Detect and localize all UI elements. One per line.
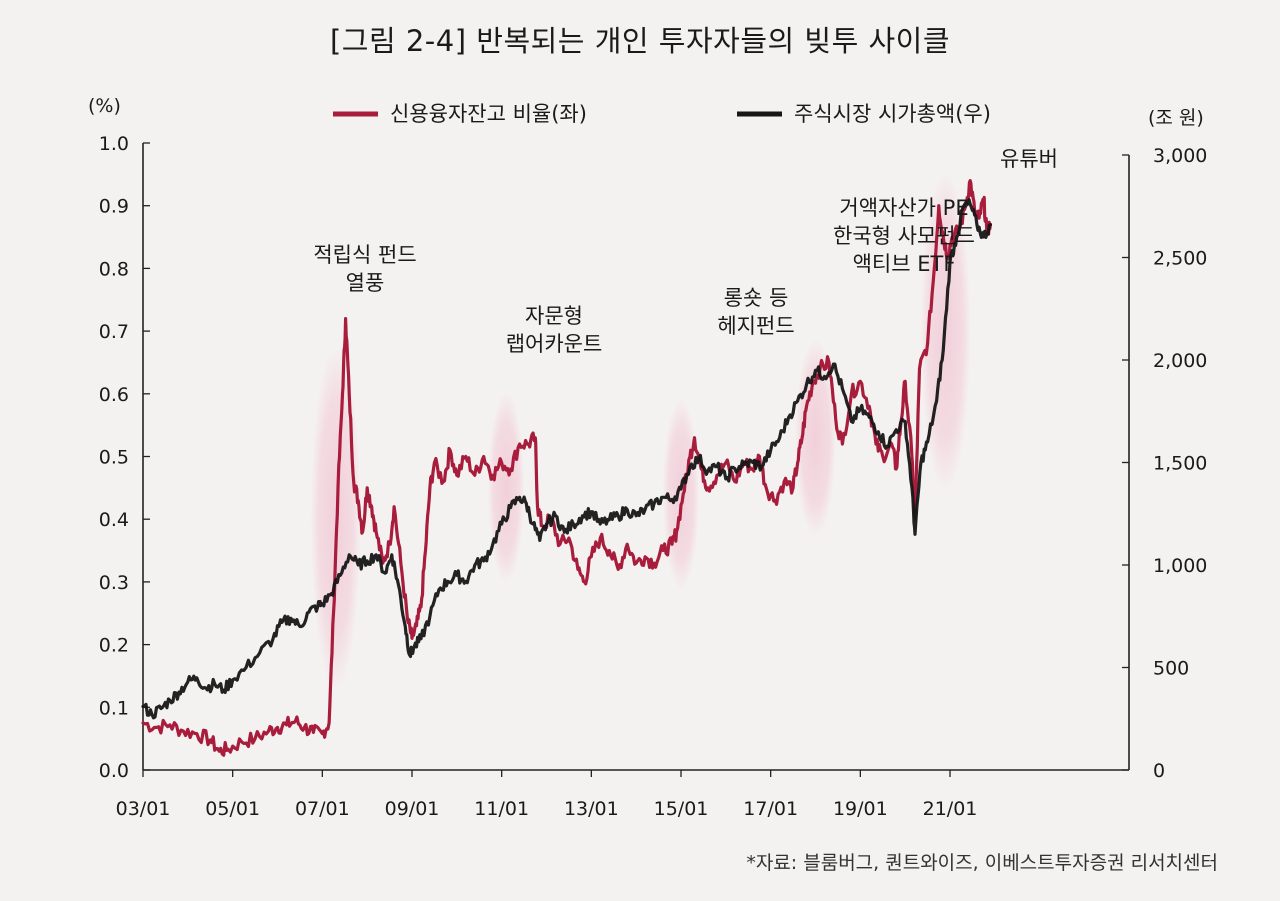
source-note: *자료: 블룸버그, 퀀트와이즈, 이베스트투자증권 리서치센터 bbox=[746, 852, 1218, 874]
x-tick-label: 11/01 bbox=[474, 798, 529, 820]
highlight-ellipse-1 bbox=[488, 393, 525, 582]
right-tick-label: 2,000 bbox=[1153, 350, 1207, 372]
figure-title: [그림 2-4] 반복되는 개인 투자자들의 빚투 사이클 bbox=[329, 24, 951, 58]
annotation-label-4: 유튜버 bbox=[1000, 147, 1058, 171]
left-tick-label: 0.0 bbox=[99, 760, 129, 782]
left-tick-label: 0.9 bbox=[99, 196, 129, 218]
right-tick-label: 3,000 bbox=[1153, 145, 1207, 167]
axes: 1.0 0.9 0.8 0.7 0.6 0.5 0.4 0.3 0.2 0.1 0.0 3,000 2,… bbox=[99, 133, 1208, 820]
left-tick-label: 0.5 bbox=[99, 447, 129, 469]
annotation-label-2: 롱숏 등 헤지펀드 bbox=[717, 286, 794, 338]
legend-label-credit: 신용융자잔고 비율(좌) bbox=[390, 102, 587, 126]
left-tick-label: 0.2 bbox=[99, 635, 129, 657]
left-tick-label: 0.8 bbox=[99, 258, 129, 280]
left-tick-label: 0.4 bbox=[99, 509, 129, 531]
annotation-label-0: 적립식 펀드 열풍 bbox=[313, 243, 416, 295]
x-tick-label: 05/01 bbox=[205, 798, 260, 820]
annotation-label-3: 거액자산가 PE 한국형 사모펀드 액티브 ETF bbox=[833, 196, 975, 276]
x-tick-label: 19/01 bbox=[833, 798, 888, 820]
left-tick-label: 0.6 bbox=[99, 384, 129, 406]
x-tick-label: 03/01 bbox=[116, 798, 171, 820]
right-tick-label: 500 bbox=[1153, 658, 1189, 680]
legend: 신용융자잔고 비율(좌) 주식시장 시가총액(우) bbox=[333, 102, 991, 126]
left-tick-label: 0.7 bbox=[99, 321, 129, 343]
annotation-label-1: 자문형 랩어카운트 bbox=[506, 304, 603, 356]
x-tick-label: 07/01 bbox=[295, 798, 350, 820]
credit-balance-line bbox=[141, 179, 993, 757]
x-tick-label: 09/01 bbox=[385, 798, 440, 820]
market-cap-line bbox=[141, 198, 993, 720]
left-tick-label: 1.0 bbox=[99, 133, 129, 155]
right-tick-label: 1,500 bbox=[1153, 453, 1207, 475]
right-axis-unit: (조 원) bbox=[1148, 107, 1204, 129]
left-axis-unit: (%) bbox=[88, 95, 121, 117]
series-layer bbox=[141, 179, 993, 757]
x-tick-label: 17/01 bbox=[743, 798, 798, 820]
left-tick-label: 0.1 bbox=[99, 697, 129, 719]
right-tick-label: 2,500 bbox=[1153, 248, 1207, 270]
left-tick-label: 0.3 bbox=[99, 572, 129, 594]
x-tick-label: 15/01 bbox=[654, 798, 709, 820]
right-tick-label: 1,000 bbox=[1153, 555, 1207, 577]
legend-label-market: 주식시장 시가총액(우) bbox=[794, 102, 991, 126]
x-tick-label: 21/01 bbox=[923, 798, 978, 820]
right-tick-label: 0 bbox=[1153, 760, 1165, 782]
x-tick-label: 13/01 bbox=[564, 798, 619, 820]
